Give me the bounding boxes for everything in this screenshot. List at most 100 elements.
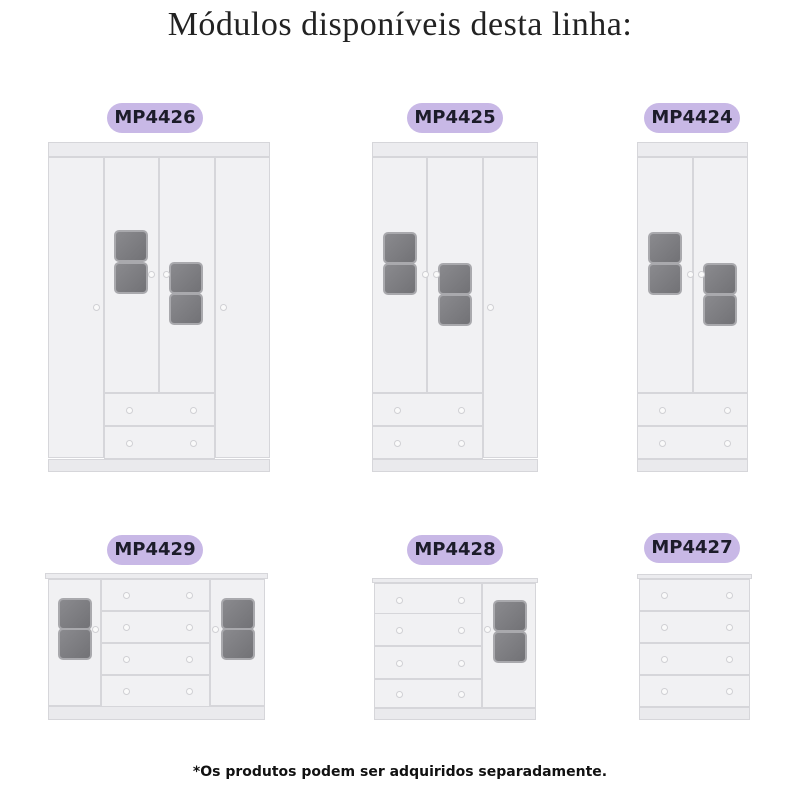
glass-window bbox=[648, 263, 682, 295]
knob-icon bbox=[163, 271, 170, 278]
base-panel bbox=[48, 706, 265, 720]
glass-window bbox=[493, 600, 527, 632]
knob-icon bbox=[661, 624, 669, 631]
glass-window bbox=[114, 262, 148, 294]
knob-icon bbox=[458, 596, 466, 604]
knob-icon bbox=[698, 271, 705, 278]
knob-icon bbox=[220, 304, 227, 311]
glass-window bbox=[438, 294, 472, 326]
drawer bbox=[103, 426, 215, 459]
knob-icon bbox=[148, 271, 155, 278]
knob-icon bbox=[458, 690, 466, 698]
knob-icon bbox=[122, 656, 130, 663]
knob-icon bbox=[125, 439, 133, 447]
page-title: Módulos disponíveis desta linha: bbox=[167, 6, 633, 43]
drawer bbox=[637, 426, 748, 459]
base-panel bbox=[374, 708, 536, 720]
drawer bbox=[101, 579, 210, 611]
top-panel bbox=[637, 142, 748, 157]
knob-icon bbox=[725, 592, 733, 599]
knob-icon bbox=[422, 271, 429, 278]
knob-icon bbox=[122, 624, 130, 631]
drawer bbox=[639, 579, 750, 611]
knob-icon bbox=[661, 688, 669, 695]
drawer bbox=[374, 613, 482, 646]
knob-icon bbox=[190, 406, 198, 414]
knob-icon bbox=[93, 304, 100, 311]
base-panel bbox=[637, 459, 748, 472]
module-label-mp4427: MP4427 bbox=[644, 533, 740, 563]
glass-window bbox=[221, 598, 255, 630]
knob-icon bbox=[484, 626, 491, 633]
knob-icon bbox=[394, 406, 402, 414]
glass-window bbox=[438, 263, 472, 295]
knob-icon bbox=[395, 626, 403, 634]
knob-icon bbox=[661, 656, 669, 663]
glass-window bbox=[169, 262, 203, 294]
glass-window bbox=[648, 232, 682, 264]
glass-window bbox=[383, 232, 417, 264]
knob-icon bbox=[725, 624, 733, 631]
drawer bbox=[101, 643, 210, 675]
glass-window bbox=[58, 598, 92, 630]
knob-icon bbox=[92, 626, 99, 633]
glass-window bbox=[169, 293, 203, 325]
footnote: *Os produtos podem ser adquiridos separa… bbox=[192, 764, 608, 780]
knob-icon bbox=[458, 406, 466, 414]
knob-icon bbox=[723, 439, 731, 447]
top-panel bbox=[45, 573, 268, 579]
drawer bbox=[639, 643, 750, 675]
knob-icon bbox=[659, 406, 667, 414]
knob-icon bbox=[122, 688, 130, 695]
module-label-mp4426: MP4426 bbox=[107, 103, 203, 133]
base-panel bbox=[48, 459, 270, 472]
knob-icon bbox=[186, 688, 194, 695]
base-panel bbox=[372, 459, 538, 472]
knob-icon bbox=[458, 659, 466, 667]
knob-icon bbox=[395, 690, 403, 698]
knob-icon bbox=[487, 304, 494, 311]
knob-icon bbox=[394, 439, 402, 447]
knob-icon bbox=[659, 439, 667, 447]
drawer bbox=[101, 611, 210, 643]
module-label-mp4425: MP4425 bbox=[407, 103, 503, 133]
drawer bbox=[372, 393, 483, 426]
knob-icon bbox=[186, 624, 194, 631]
glass-window bbox=[383, 263, 417, 295]
knob-icon bbox=[186, 656, 194, 663]
knob-icon bbox=[433, 271, 440, 278]
drawer bbox=[101, 675, 210, 707]
module-label-mp4429: MP4429 bbox=[107, 535, 203, 565]
knob-icon bbox=[661, 592, 669, 599]
knob-icon bbox=[723, 406, 731, 414]
drawer bbox=[374, 646, 482, 679]
glass-window bbox=[58, 628, 92, 660]
knob-icon bbox=[687, 271, 694, 278]
module-label-mp4424: MP4424 bbox=[644, 103, 740, 133]
top-panel bbox=[372, 578, 538, 583]
top-panel bbox=[48, 142, 270, 157]
top-panel bbox=[372, 142, 538, 157]
glass-window bbox=[114, 230, 148, 262]
glass-window bbox=[703, 263, 737, 295]
knob-icon bbox=[125, 406, 133, 414]
drawer bbox=[103, 393, 215, 426]
knob-icon bbox=[395, 596, 403, 604]
drawer bbox=[639, 611, 750, 643]
knob-icon bbox=[190, 439, 198, 447]
knob-icon bbox=[395, 659, 403, 667]
glass-window bbox=[703, 294, 737, 326]
drawer bbox=[639, 675, 750, 707]
base-panel bbox=[639, 707, 750, 720]
module-label-mp4428: MP4428 bbox=[407, 535, 503, 565]
knob-icon bbox=[458, 439, 466, 447]
drawer bbox=[374, 583, 482, 616]
glass-window bbox=[493, 631, 527, 663]
knob-icon bbox=[186, 592, 194, 599]
drawer bbox=[374, 679, 482, 708]
knob-icon bbox=[725, 688, 733, 695]
drawer bbox=[372, 426, 483, 459]
top-panel bbox=[637, 574, 752, 579]
knob-icon bbox=[212, 626, 219, 633]
knob-icon bbox=[725, 656, 733, 663]
